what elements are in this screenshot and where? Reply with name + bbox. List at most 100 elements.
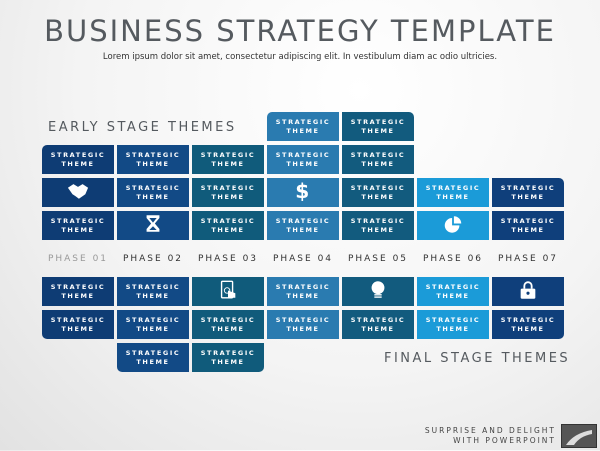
- lock-icon: [517, 280, 539, 303]
- handshake-icon: [67, 181, 89, 204]
- strategic-theme-tile[interactable]: STRATEGIC THEME: [192, 310, 264, 339]
- icon-tile[interactable]: $: [267, 178, 339, 207]
- tile-label: STRATEGIC: [350, 184, 406, 192]
- strategic-theme-tile[interactable]: STRATEGIC THEME: [342, 178, 414, 207]
- strategic-theme-tile[interactable]: STRATEGIC THEME: [342, 211, 414, 240]
- tile-label: STRATEGIC: [200, 151, 256, 159]
- tile-label: STRATEGIC: [50, 151, 106, 159]
- strategic-theme-tile[interactable]: STRATEGIC THEME: [192, 211, 264, 240]
- tile-label: STRATEGIC: [275, 151, 331, 159]
- tile-label: STRATEGIC: [50, 217, 106, 225]
- tile-label: THEME: [211, 225, 245, 234]
- strategic-theme-tile[interactable]: STRATEGIC THEME: [42, 277, 114, 306]
- tile-label: STRATEGIC: [275, 316, 331, 324]
- phase-label: PHASE 02: [122, 254, 184, 264]
- tile-label: STRATEGIC: [50, 316, 106, 324]
- tile-label: THEME: [136, 324, 170, 333]
- tile-label: THEME: [136, 357, 170, 366]
- icon-tile[interactable]: [417, 211, 489, 240]
- phase-label: PHASE 03: [197, 254, 259, 264]
- page-title: BUSINESS STRATEGY TEMPLATE: [44, 14, 556, 48]
- strategic-theme-tile[interactable]: STRATEGIC THEME: [342, 145, 414, 174]
- strategic-theme-tile[interactable]: STRATEGIC THEME: [417, 277, 489, 306]
- tile-label: THEME: [211, 324, 245, 333]
- tile-label: THEME: [211, 159, 245, 168]
- brand-tagline: SURPRISE AND DELIGHT WITH POWERPOINT: [425, 426, 556, 446]
- strategic-theme-tile[interactable]: STRATEGIC THEME: [192, 343, 264, 372]
- tile-label: THEME: [361, 225, 395, 234]
- early-stage-heading: EARLY STAGE THEMES: [48, 120, 237, 135]
- tile-label: STRATEGIC: [125, 184, 181, 192]
- icon-tile[interactable]: [342, 277, 414, 306]
- strategic-theme-tile[interactable]: STRATEGIC THEME: [42, 145, 114, 174]
- tile-label: THEME: [61, 291, 95, 300]
- strategic-theme-tile[interactable]: STRATEGIC THEME: [42, 310, 114, 339]
- tile-label: STRATEGIC: [125, 316, 181, 324]
- tile-label: STRATEGIC: [125, 349, 181, 357]
- tile-label: STRATEGIC: [125, 283, 181, 291]
- tile-label: STRATEGIC: [200, 217, 256, 225]
- tile-label: THEME: [361, 192, 395, 201]
- tile-label: THEME: [286, 126, 320, 135]
- pie-chart-icon: [442, 214, 464, 237]
- phase-label: PHASE 05: [347, 254, 409, 264]
- tile-label: THEME: [61, 159, 95, 168]
- tile-label: THEME: [511, 324, 545, 333]
- strategic-theme-tile[interactable]: STRATEGIC THEME: [417, 178, 489, 207]
- strategic-theme-tile[interactable]: STRATEGIC THEME: [267, 112, 339, 141]
- strategic-theme-tile[interactable]: STRATEGIC THEME: [117, 178, 189, 207]
- strategic-theme-tile[interactable]: STRATEGIC THEME: [342, 112, 414, 141]
- phase-label: PHASE 01: [47, 254, 109, 264]
- strategic-theme-tile[interactable]: STRATEGIC THEME: [492, 310, 564, 339]
- tile-label: THEME: [136, 159, 170, 168]
- tile-label: STRATEGIC: [350, 118, 406, 126]
- icon-tile[interactable]: [117, 211, 189, 240]
- strategic-theme-tile[interactable]: STRATEGIC THEME: [117, 277, 189, 306]
- strategic-theme-tile[interactable]: STRATEGIC THEME: [417, 310, 489, 339]
- tile-label: THEME: [286, 159, 320, 168]
- strategic-theme-tile[interactable]: STRATEGIC THEME: [267, 277, 339, 306]
- tile-label: THEME: [511, 225, 545, 234]
- strategic-theme-tile[interactable]: STRATEGIC THEME: [492, 211, 564, 240]
- tile-label: STRATEGIC: [275, 217, 331, 225]
- tile-label: THEME: [361, 159, 395, 168]
- phase-label: PHASE 06: [422, 254, 484, 264]
- tile-label: THEME: [436, 324, 470, 333]
- tile-label: STRATEGIC: [350, 217, 406, 225]
- strategic-theme-tile[interactable]: STRATEGIC THEME: [117, 310, 189, 339]
- tile-label: THEME: [436, 291, 470, 300]
- tile-label: STRATEGIC: [350, 316, 406, 324]
- svg-text:$: $: [295, 181, 311, 201]
- tagline-line2: WITH POWERPOINT: [453, 436, 556, 445]
- tile-label: THEME: [61, 324, 95, 333]
- tile-label: STRATEGIC: [200, 316, 256, 324]
- strategic-theme-tile[interactable]: STRATEGIC THEME: [267, 211, 339, 240]
- tile-label: STRATEGIC: [200, 349, 256, 357]
- strategic-theme-tile[interactable]: STRATEGIC THEME: [342, 310, 414, 339]
- tile-label: THEME: [136, 192, 170, 201]
- phase-label: PHASE 07: [497, 254, 559, 264]
- icon-tile[interactable]: [42, 178, 114, 207]
- tile-label: THEME: [286, 291, 320, 300]
- strategic-theme-tile[interactable]: STRATEGIC THEME: [117, 343, 189, 372]
- tile-label: THEME: [361, 324, 395, 333]
- tile-label: STRATEGIC: [200, 184, 256, 192]
- road-logo-icon: [561, 424, 597, 448]
- strategic-theme-tile[interactable]: STRATEGIC THEME: [267, 310, 339, 339]
- tile-label: THEME: [286, 225, 320, 234]
- strategic-theme-tile[interactable]: STRATEGIC THEME: [42, 211, 114, 240]
- strategic-theme-tile[interactable]: STRATEGIC THEME: [192, 178, 264, 207]
- strategic-theme-tile[interactable]: STRATEGIC THEME: [117, 145, 189, 174]
- strategic-theme-tile[interactable]: STRATEGIC THEME: [492, 178, 564, 207]
- tile-label: THEME: [511, 192, 545, 201]
- lightbulb-icon: [367, 280, 389, 303]
- tile-label: THEME: [211, 192, 245, 201]
- icon-tile[interactable]: [192, 277, 264, 306]
- strategic-theme-tile[interactable]: STRATEGIC THEME: [192, 145, 264, 174]
- tile-label: THEME: [436, 192, 470, 201]
- strategic-theme-tile[interactable]: STRATEGIC THEME: [267, 145, 339, 174]
- page-subtitle: Lorem ipsum dolor sit amet, consectetur …: [102, 52, 498, 62]
- tagline-line1: SURPRISE AND DELIGHT: [424, 426, 556, 435]
- tile-label: THEME: [61, 225, 95, 234]
- icon-tile[interactable]: [492, 277, 564, 306]
